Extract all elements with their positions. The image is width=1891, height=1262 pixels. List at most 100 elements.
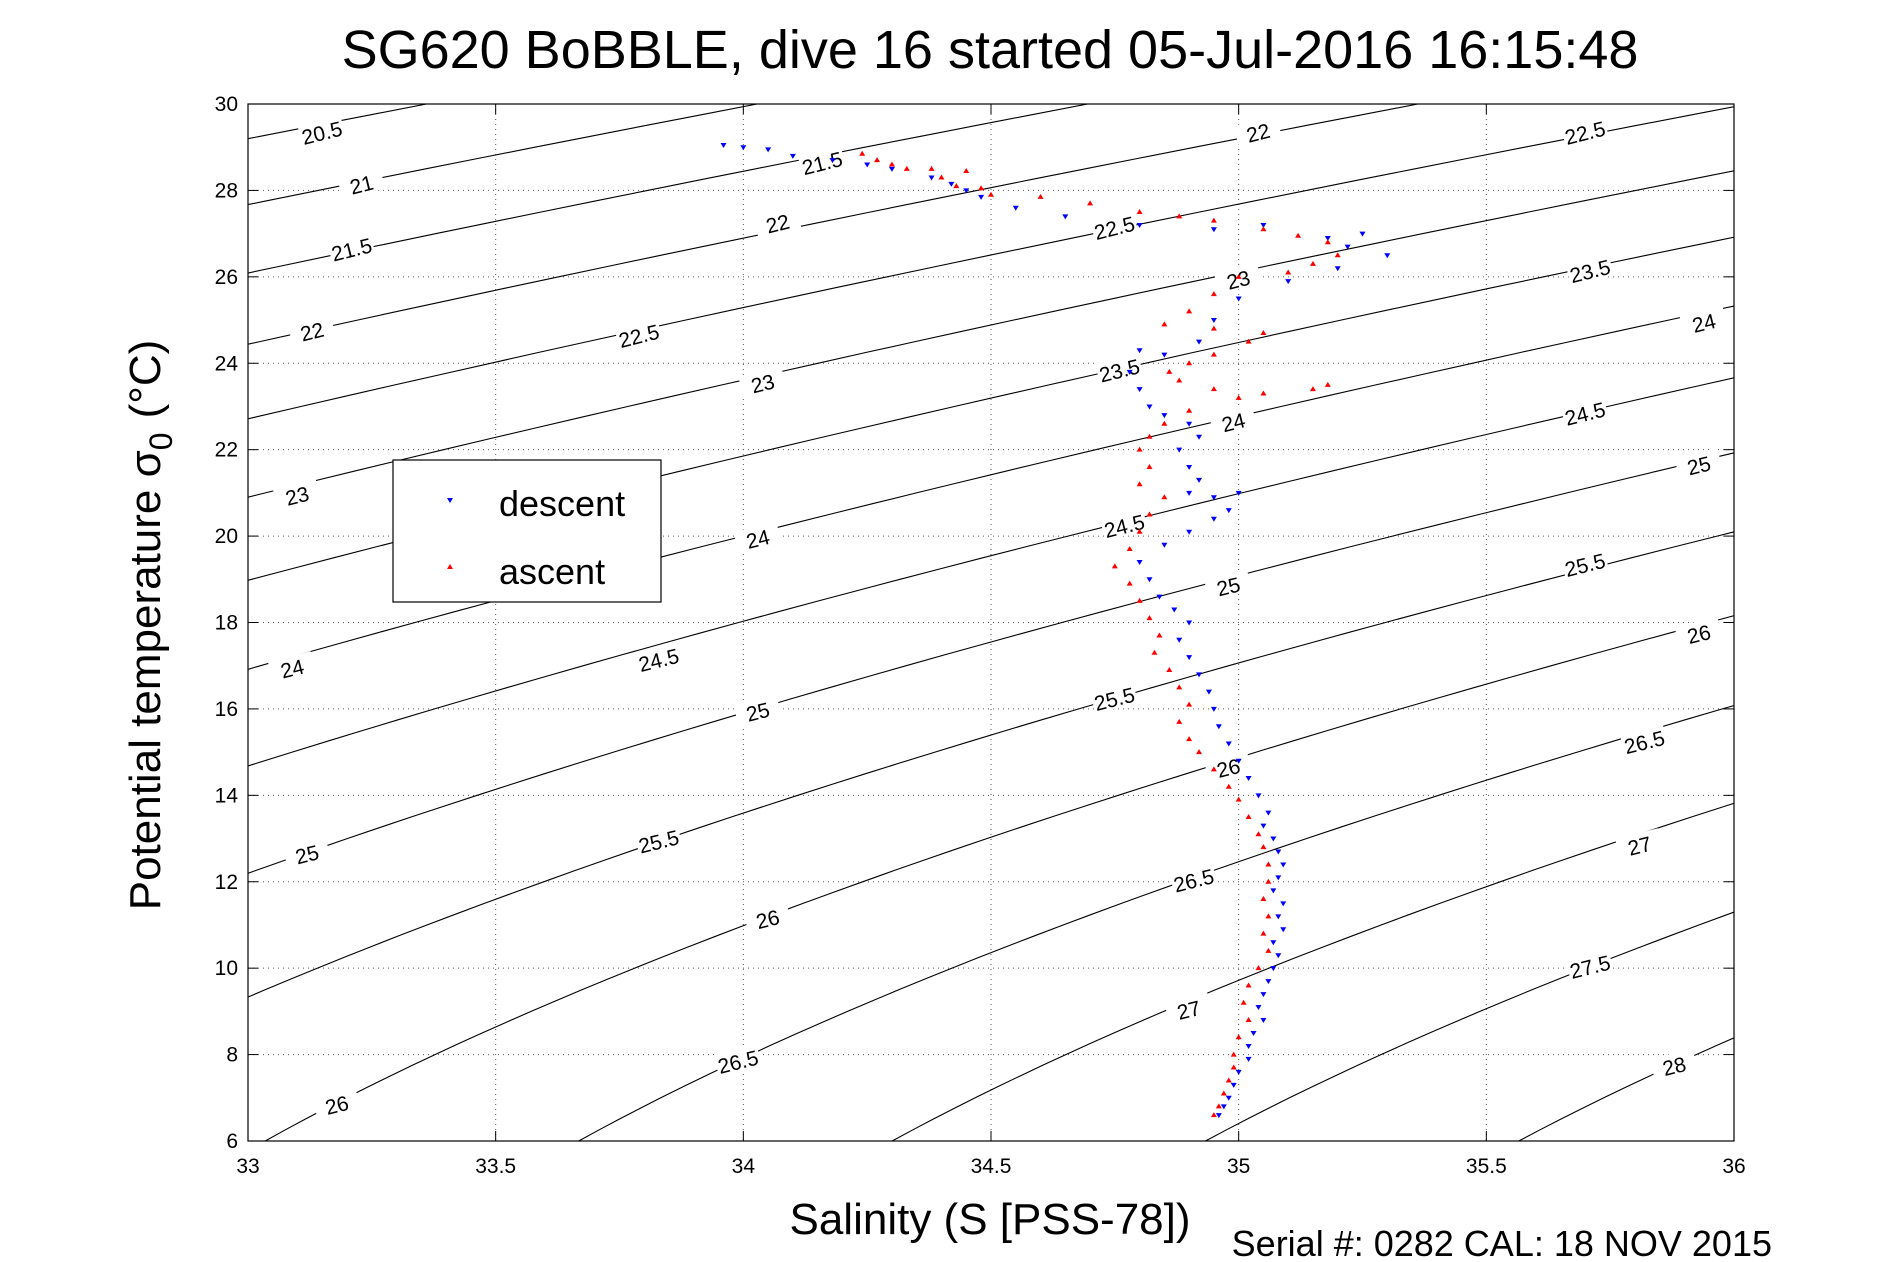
ascent-point — [1265, 913, 1272, 919]
descent-point — [1062, 214, 1069, 220]
descent-point — [1156, 594, 1163, 600]
contour-label-text: 26 — [323, 1092, 351, 1120]
contour-label-text: 21 — [348, 172, 376, 200]
descent-point — [1384, 253, 1391, 259]
contour-label: 24 — [733, 521, 782, 554]
ascent-point — [1161, 321, 1168, 327]
y-axis-label-subscript: 0 — [143, 432, 179, 450]
contour-label-bg — [1674, 616, 1723, 649]
contour-label-bg — [282, 836, 331, 869]
contour-label-bg — [1649, 1048, 1698, 1081]
contour-label-bg — [1615, 828, 1664, 861]
legend-ascent-label: ascent — [499, 551, 605, 592]
ascent-point — [1309, 260, 1316, 266]
ascent-point — [1235, 273, 1242, 279]
contour-label-text: 25 — [1215, 573, 1243, 601]
contour-label-bg — [1620, 724, 1669, 757]
ascent-point — [1324, 239, 1331, 245]
contour-label-text: 22 — [1244, 120, 1272, 148]
contour-label-text: 27 — [1626, 833, 1654, 861]
y-tick-label: 30 — [215, 93, 238, 116]
x-axis-label: Salinity (S [PSS-78]) — [789, 1195, 1190, 1244]
y-axis-label: Potential temperature σ0 (°C) — [121, 340, 179, 911]
ascent-point — [1151, 649, 1158, 655]
contour-label: 23 — [272, 478, 321, 511]
contour-label-bg — [797, 145, 846, 178]
descent-point — [1275, 875, 1282, 881]
descent-point — [1225, 741, 1232, 747]
contour-label: 22 — [1233, 115, 1282, 148]
descent-point — [1210, 227, 1217, 233]
descent-point — [1255, 793, 1262, 799]
contour-label-bg — [743, 901, 792, 934]
contour-label-bg — [713, 1044, 762, 1077]
legend-ascent-marker — [447, 564, 453, 569]
descent-point — [1230, 1082, 1237, 1088]
ascent-point — [928, 165, 935, 171]
contour-label-bg — [1099, 508, 1148, 541]
contour-line — [248, 452, 1734, 874]
contour-line — [248, 377, 1734, 767]
ascent-point — [1161, 420, 1168, 426]
contour-label-text: 25 — [744, 699, 772, 727]
ascent-point — [1260, 330, 1267, 336]
contour-line — [248, 170, 1734, 498]
contour-line — [264, 615, 1734, 1141]
ascent-series — [859, 150, 1341, 1118]
contour-label-bg — [1169, 862, 1218, 895]
contour-label-bg — [733, 521, 782, 554]
contour-label-text: 23 — [749, 370, 777, 398]
ascent-point — [963, 167, 970, 173]
contour-label: 22 — [753, 206, 802, 239]
ascent-point — [1220, 1090, 1227, 1096]
ascent-point — [1245, 338, 1252, 344]
contour-label: 24 — [267, 651, 316, 683]
contour-label: 26 — [1674, 616, 1723, 649]
ascent-point — [1146, 615, 1153, 621]
descent-point — [1136, 348, 1143, 354]
contour-label-bg — [614, 318, 663, 351]
descent-point — [1280, 927, 1287, 933]
contour-label: 22.5 — [1090, 210, 1139, 245]
contour-label-bg — [634, 823, 683, 856]
descent-point — [1176, 447, 1183, 453]
contour-label-bg — [272, 478, 321, 511]
y-tick-label: 20 — [215, 525, 238, 548]
contour-label: 25 — [1204, 568, 1253, 601]
y-tick-label: 12 — [215, 871, 238, 894]
descent-point — [1210, 706, 1217, 712]
descent-point — [1250, 1030, 1257, 1036]
x-tick-label: 35 — [1227, 1155, 1250, 1178]
contour-label-bg — [753, 206, 802, 239]
descent-point — [1324, 235, 1331, 241]
contour-label-bg — [634, 642, 683, 675]
ascent-point — [1260, 896, 1267, 902]
descent-point — [740, 145, 747, 151]
legend-box — [392, 459, 662, 603]
ascent-point — [1230, 1064, 1237, 1070]
descent-point — [1275, 953, 1282, 959]
descent-point — [1171, 607, 1178, 613]
descent-point — [1161, 413, 1168, 419]
descent-point — [1235, 296, 1242, 302]
ascent-point — [1255, 831, 1262, 837]
ascent-point — [1230, 1051, 1237, 1057]
descent-point — [1196, 434, 1203, 440]
descent-point — [1359, 231, 1366, 237]
descent-point — [1196, 477, 1203, 483]
contour-label-text: 26 — [754, 906, 782, 934]
descent-point — [1265, 979, 1272, 985]
contour-label-bg — [1204, 568, 1253, 601]
descent-point — [948, 181, 955, 187]
descent-point — [1161, 542, 1168, 548]
contour-label: 24.5 — [1099, 508, 1148, 543]
y-tick-label: 24 — [215, 352, 239, 375]
contour-label-text: 25 — [293, 841, 321, 869]
x-tick-label: 35.5 — [1466, 1155, 1507, 1178]
contour-label-bg — [1674, 447, 1723, 480]
descent-point — [1146, 577, 1153, 583]
contour-line — [248, 305, 1734, 670]
ascent-point — [1186, 360, 1193, 366]
ascent-point — [1210, 766, 1217, 772]
ascent-point — [1309, 386, 1316, 392]
